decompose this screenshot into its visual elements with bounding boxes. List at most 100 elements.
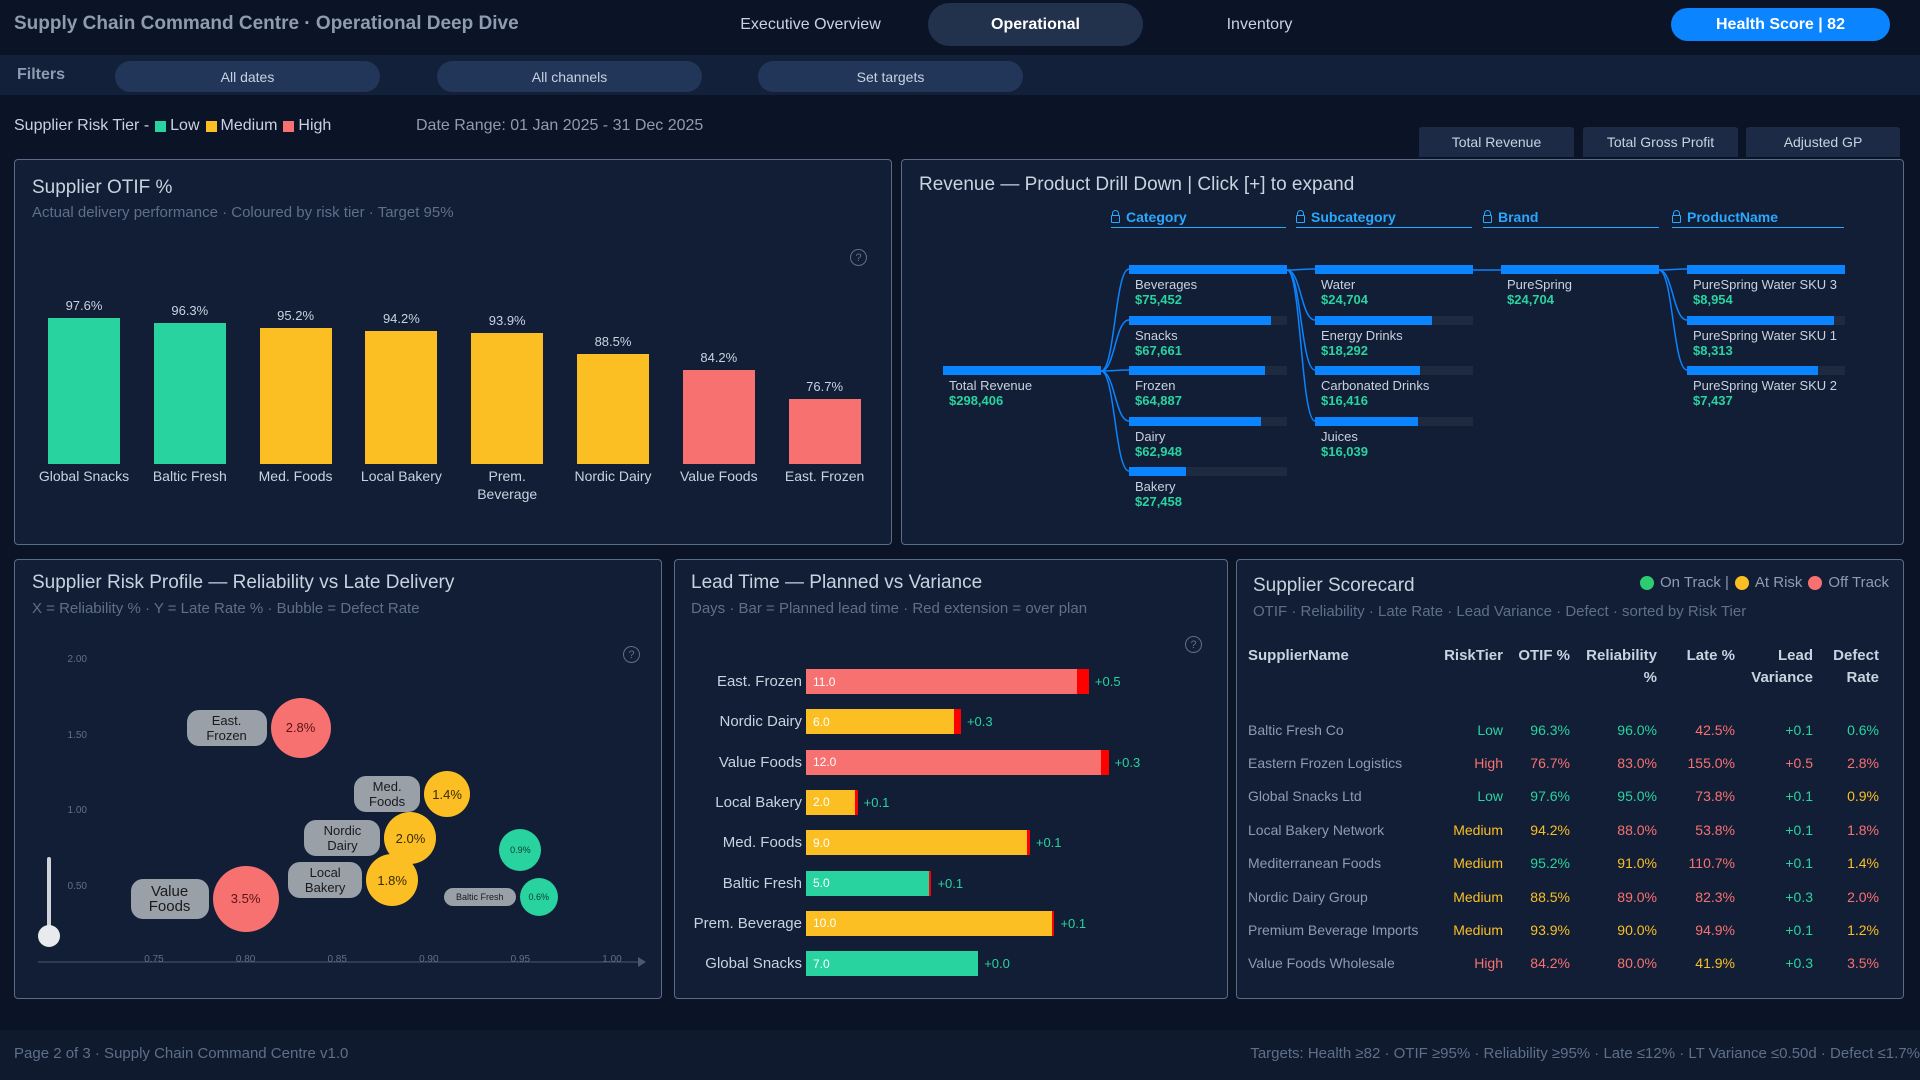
help-icon[interactable]: ? <box>1185 636 1202 653</box>
node-name: Total Revenue <box>949 378 1033 393</box>
legend-swatch-low <box>155 120 167 132</box>
tree-node-category[interactable] <box>1129 366 1265 375</box>
otif-bar[interactable] <box>682 370 755 464</box>
scatter-point-label: Baltic Fresh <box>443 888 516 907</box>
otif-bar[interactable] <box>153 323 226 464</box>
x-tick-label: 0.85 <box>327 954 347 965</box>
lock-icon <box>1111 210 1120 223</box>
table-row[interactable]: Mediterranean Foods Medium 95.2% 91.0% 110.7… <box>1248 847 1879 880</box>
table-row[interactable]: Value Foods Wholesale High 84.2% 80.0% 41.9%… <box>1248 947 1879 980</box>
level-header-brand[interactable]: Brand <box>1483 209 1659 228</box>
column-header[interactable]: Defect Rate <box>1833 647 1879 686</box>
help-icon[interactable]: ? <box>850 249 867 266</box>
zoom-slider-track[interactable] <box>47 857 51 937</box>
tree-node-root[interactable] <box>943 366 1101 375</box>
lead-time-bar[interactable]: 6.0 <box>806 709 954 735</box>
lock-icon <box>1483 210 1492 223</box>
table-cell: 53.8% <box>1695 821 1735 838</box>
table-cell: Low <box>1477 788 1503 805</box>
node-value: $24,704 <box>1507 292 1554 307</box>
scatter-bubble[interactable]: 3.5% <box>212 865 279 932</box>
table-row[interactable]: Baltic Fresh Co Low 96.3% 96.0% 42.5% +0.1 0.6… <box>1248 713 1879 746</box>
table-row[interactable]: Nordic Dairy Group Medium 88.5% 89.0% 82.3% +… <box>1248 880 1879 913</box>
tree-node-subcategory[interactable] <box>1315 366 1420 375</box>
help-icon[interactable]: ? <box>623 646 640 663</box>
table-cell: 82.3% <box>1695 888 1735 905</box>
risk-profile-panel: Supplier Risk Profile — Reliability vs L… <box>14 559 662 999</box>
table-cell: 89.0% <box>1617 888 1657 905</box>
tree-node-category[interactable] <box>1129 467 1187 476</box>
tree-node-subcategory[interactable] <box>1315 265 1473 274</box>
scatter-bubble[interactable]: 0.9% <box>499 829 542 872</box>
table-row[interactable]: Premium Beverage Imports Medium 93.9% 90.0%… <box>1248 913 1879 946</box>
scatter-bubble[interactable]: 1.8% <box>366 854 419 907</box>
lead-time-bar[interactable]: 10.0 <box>806 910 1052 936</box>
tab-inventory[interactable]: Inventory <box>1226 15 1293 33</box>
date-filter[interactable]: All dates <box>115 61 380 92</box>
otif-category-label: East. Frozen <box>784 468 865 484</box>
lock-icon <box>1672 210 1681 223</box>
otif-bar[interactable] <box>577 353 649 464</box>
total-gross-profit-button[interactable]: Total Gross Profit <box>1583 127 1738 157</box>
tree-node-category[interactable] <box>1129 417 1261 426</box>
scatter-bubble[interactable]: 1.4% <box>424 771 471 818</box>
y-tick-label: 1.50 <box>67 729 87 741</box>
tab-executive-overview[interactable]: Executive Overview <box>740 15 881 33</box>
otif-bar[interactable] <box>788 399 861 464</box>
tree-node-subcategory[interactable] <box>1315 316 1432 325</box>
tree-node-brand[interactable] <box>1501 265 1659 274</box>
zoom-slider-handle[interactable] <box>38 925 60 947</box>
column-header[interactable]: SupplierName <box>1248 647 1349 664</box>
table-cell: Low <box>1477 721 1503 738</box>
tree-node-product[interactable] <box>1687 366 1819 375</box>
node-name: Frozen <box>1135 378 1176 393</box>
otif-bar[interactable] <box>471 332 544 464</box>
level-header-category[interactable]: Category <box>1111 209 1286 228</box>
date-range: Date Range: 01 Jan 2025 - 31 Dec 2025 <box>416 117 704 134</box>
table-row[interactable]: Local Bakery Network Medium 94.2% 88.0% 53.8… <box>1248 813 1879 846</box>
adjusted-gp-button[interactable]: Adjusted GP <box>1746 127 1900 157</box>
total-revenue-button[interactable]: Total Revenue <box>1419 127 1574 157</box>
table-cell: 96.0% <box>1617 721 1657 738</box>
lead-time-bar[interactable]: 2.0 <box>806 789 856 815</box>
column-header[interactable]: RiskTier <box>1444 647 1503 664</box>
tree-node-product[interactable] <box>1687 316 1834 325</box>
legend-swatch-high <box>283 120 295 132</box>
channel-filter[interactable]: All channels <box>437 61 702 92</box>
lead-time-bar[interactable]: 7.0 <box>806 951 979 977</box>
y-tick-label: 2.00 <box>67 654 87 665</box>
otif-bar[interactable] <box>365 331 438 464</box>
set-targets-button[interactable]: Set targets <box>758 61 1023 92</box>
legend-swatch-medium <box>205 120 217 132</box>
otif-bar-value: 84.2% <box>700 350 738 366</box>
lead-time-bar[interactable]: 9.0 <box>806 830 1028 856</box>
table-cell: 83.0% <box>1617 755 1657 772</box>
column-header[interactable]: OTIF % <box>1518 647 1570 664</box>
table-row[interactable]: Global Snacks Ltd Low 97.6% 95.0% 73.8% +0.1 0… <box>1248 780 1879 813</box>
level-header-productname[interactable]: ProductName <box>1672 209 1844 228</box>
column-header[interactable]: Lead Variance <box>1751 647 1813 686</box>
table-cell: 1.4% <box>1847 855 1879 872</box>
risk-tier-legend: Supplier Risk Tier - Low Medium High <box>14 117 331 135</box>
tree-node-category[interactable] <box>1129 316 1271 325</box>
level-header-subcategory[interactable]: Subcategory <box>1296 209 1472 228</box>
lead-time-bar[interactable]: 12.0 <box>806 749 1102 775</box>
health-score-button[interactable]: Health Score | 82 <box>1671 8 1890 41</box>
lead-time-bar[interactable]: 5.0 <box>806 870 929 896</box>
tree-node-product[interactable] <box>1687 265 1845 274</box>
node-name: Water <box>1321 277 1356 292</box>
otif-bar[interactable] <box>48 318 120 464</box>
otif-title: Supplier OTIF % <box>32 177 173 198</box>
column-header[interactable]: Reliability % <box>1586 647 1657 686</box>
tab-operational[interactable]: Operational <box>928 3 1143 46</box>
otif-bar[interactable] <box>259 327 332 464</box>
table-row[interactable]: Eastern Frozen Logistics High 76.7% 83.0% 15… <box>1248 746 1879 779</box>
column-header[interactable]: Late % <box>1686 647 1735 664</box>
scatter-bubble[interactable]: 0.6% <box>519 878 558 917</box>
tree-node-subcategory[interactable] <box>1315 417 1418 426</box>
tree-node-category[interactable] <box>1129 265 1287 274</box>
scatter-bubble[interactable]: 2.0% <box>384 812 437 865</box>
lead-time-bar[interactable]: 11.0 <box>806 669 1077 694</box>
node-value: $62,948 <box>1135 444 1182 459</box>
scatter-bubble[interactable]: 2.8% <box>270 697 331 758</box>
